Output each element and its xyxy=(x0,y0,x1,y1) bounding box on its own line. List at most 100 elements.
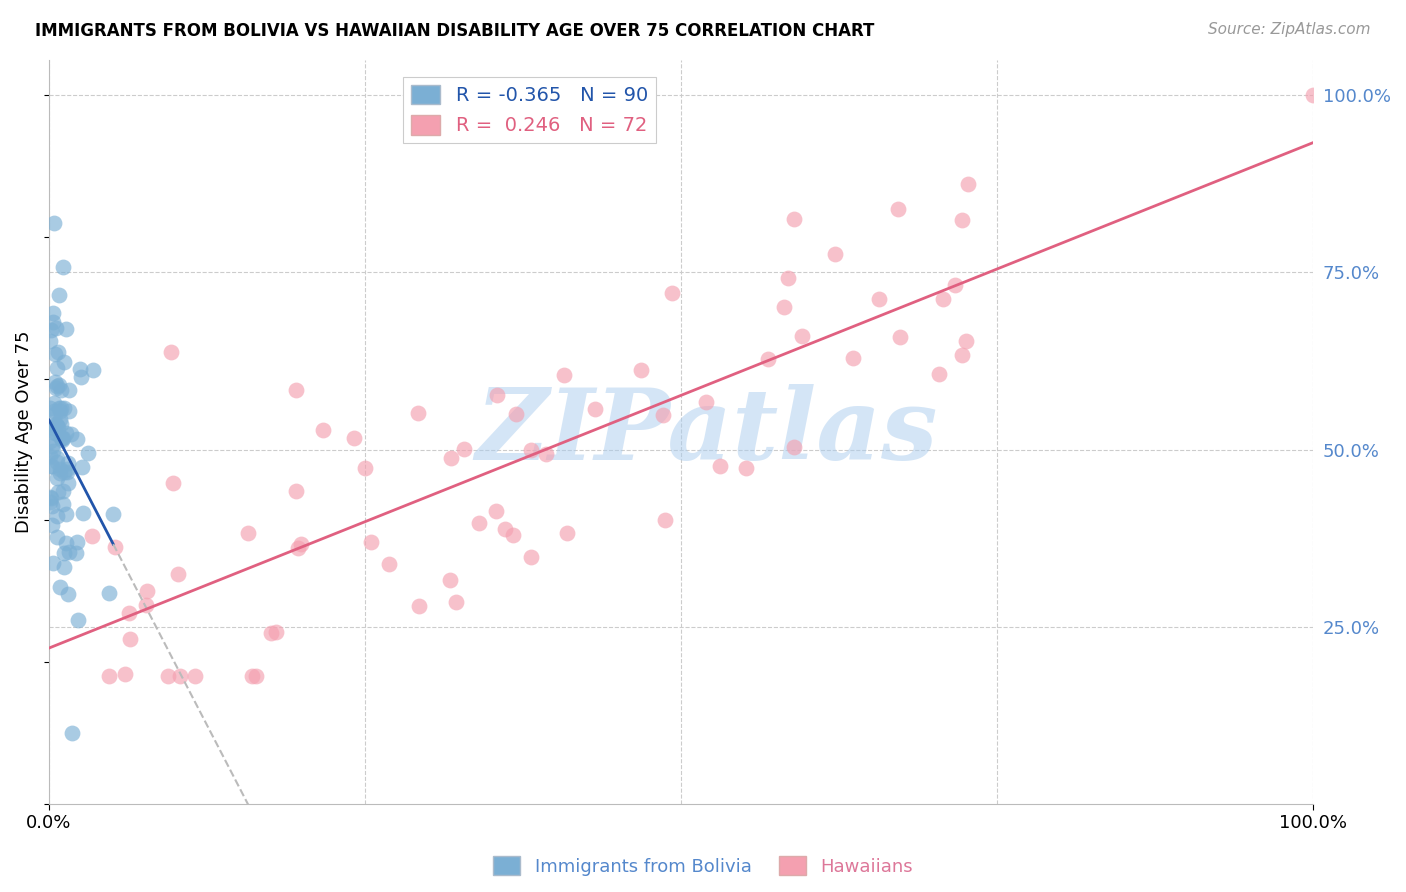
Point xyxy=(534,447,557,461)
Point xyxy=(52,497,75,511)
Point xyxy=(46,485,69,500)
Point xyxy=(46,360,69,375)
Point xyxy=(49,417,72,431)
Point xyxy=(709,458,731,473)
Point xyxy=(44,418,66,433)
Point xyxy=(735,461,758,475)
Point xyxy=(494,522,516,536)
Point xyxy=(440,450,463,465)
Point xyxy=(51,431,73,445)
Text: ZIPatlas: ZIPatlas xyxy=(475,384,938,480)
Point xyxy=(58,476,80,491)
Point xyxy=(245,669,267,683)
Point xyxy=(943,277,966,292)
Point xyxy=(56,465,79,479)
Point xyxy=(38,490,60,504)
Point xyxy=(842,351,865,366)
Point xyxy=(44,375,66,389)
Point xyxy=(65,546,87,560)
Point xyxy=(46,345,69,359)
Point xyxy=(790,329,813,343)
Point xyxy=(42,556,65,570)
Point xyxy=(45,419,67,434)
Point xyxy=(49,411,72,425)
Point xyxy=(53,559,76,574)
Point xyxy=(41,323,63,337)
Point xyxy=(783,440,806,454)
Point xyxy=(46,509,69,524)
Point xyxy=(406,405,429,419)
Point xyxy=(824,247,846,261)
Point xyxy=(51,431,73,445)
Point xyxy=(520,549,543,564)
Point xyxy=(42,443,65,458)
Point xyxy=(41,518,63,533)
Point xyxy=(630,363,652,377)
Legend: R = -0.365   N = 90, R =  0.246   N = 72: R = -0.365 N = 90, R = 0.246 N = 72 xyxy=(404,77,655,143)
Point xyxy=(240,669,263,683)
Point xyxy=(44,404,66,418)
Text: IMMIGRANTS FROM BOLIVIA VS HAWAIIAN DISABILITY AGE OVER 75 CORRELATION CHART: IMMIGRANTS FROM BOLIVIA VS HAWAIIAN DISA… xyxy=(35,22,875,40)
Point xyxy=(49,466,72,480)
Point xyxy=(46,530,69,544)
Point xyxy=(60,726,83,740)
Point xyxy=(58,587,80,601)
Point xyxy=(887,202,910,216)
Point xyxy=(957,178,980,192)
Point xyxy=(932,292,955,306)
Point xyxy=(52,355,75,369)
Point xyxy=(39,450,62,464)
Point xyxy=(160,345,183,359)
Point xyxy=(52,431,75,445)
Point xyxy=(773,300,796,314)
Point xyxy=(72,506,94,520)
Point xyxy=(39,434,62,448)
Point xyxy=(77,446,100,460)
Point xyxy=(312,423,335,437)
Point xyxy=(162,476,184,491)
Point xyxy=(38,495,60,509)
Point xyxy=(46,471,69,485)
Point xyxy=(42,306,65,320)
Point xyxy=(44,425,66,440)
Point xyxy=(285,383,308,397)
Point xyxy=(58,404,80,418)
Point xyxy=(756,351,779,366)
Point xyxy=(783,211,806,226)
Point xyxy=(41,458,63,473)
Point xyxy=(48,287,70,301)
Point xyxy=(183,669,205,683)
Point xyxy=(44,426,66,441)
Point xyxy=(695,395,717,409)
Point xyxy=(49,462,72,476)
Point xyxy=(58,545,80,559)
Point xyxy=(66,534,89,549)
Point xyxy=(44,421,66,435)
Point xyxy=(59,426,82,441)
Point xyxy=(360,534,382,549)
Point xyxy=(287,541,309,555)
Point xyxy=(583,402,606,417)
Legend: Immigrants from Bolivia, Hawaiians: Immigrants from Bolivia, Hawaiians xyxy=(486,849,920,883)
Point xyxy=(45,455,67,469)
Point xyxy=(70,460,93,475)
Point xyxy=(48,401,70,415)
Point xyxy=(66,613,89,627)
Point xyxy=(39,458,62,473)
Point xyxy=(52,545,75,559)
Point xyxy=(45,450,67,465)
Point xyxy=(38,334,60,349)
Point xyxy=(55,536,77,550)
Point xyxy=(103,507,125,521)
Point xyxy=(166,566,188,581)
Point xyxy=(45,417,67,431)
Point xyxy=(55,425,77,440)
Point xyxy=(378,557,401,571)
Point xyxy=(51,401,73,415)
Point xyxy=(950,213,973,227)
Point xyxy=(889,330,911,344)
Point xyxy=(654,513,676,527)
Point xyxy=(39,491,62,505)
Point xyxy=(104,541,127,555)
Point xyxy=(444,594,467,608)
